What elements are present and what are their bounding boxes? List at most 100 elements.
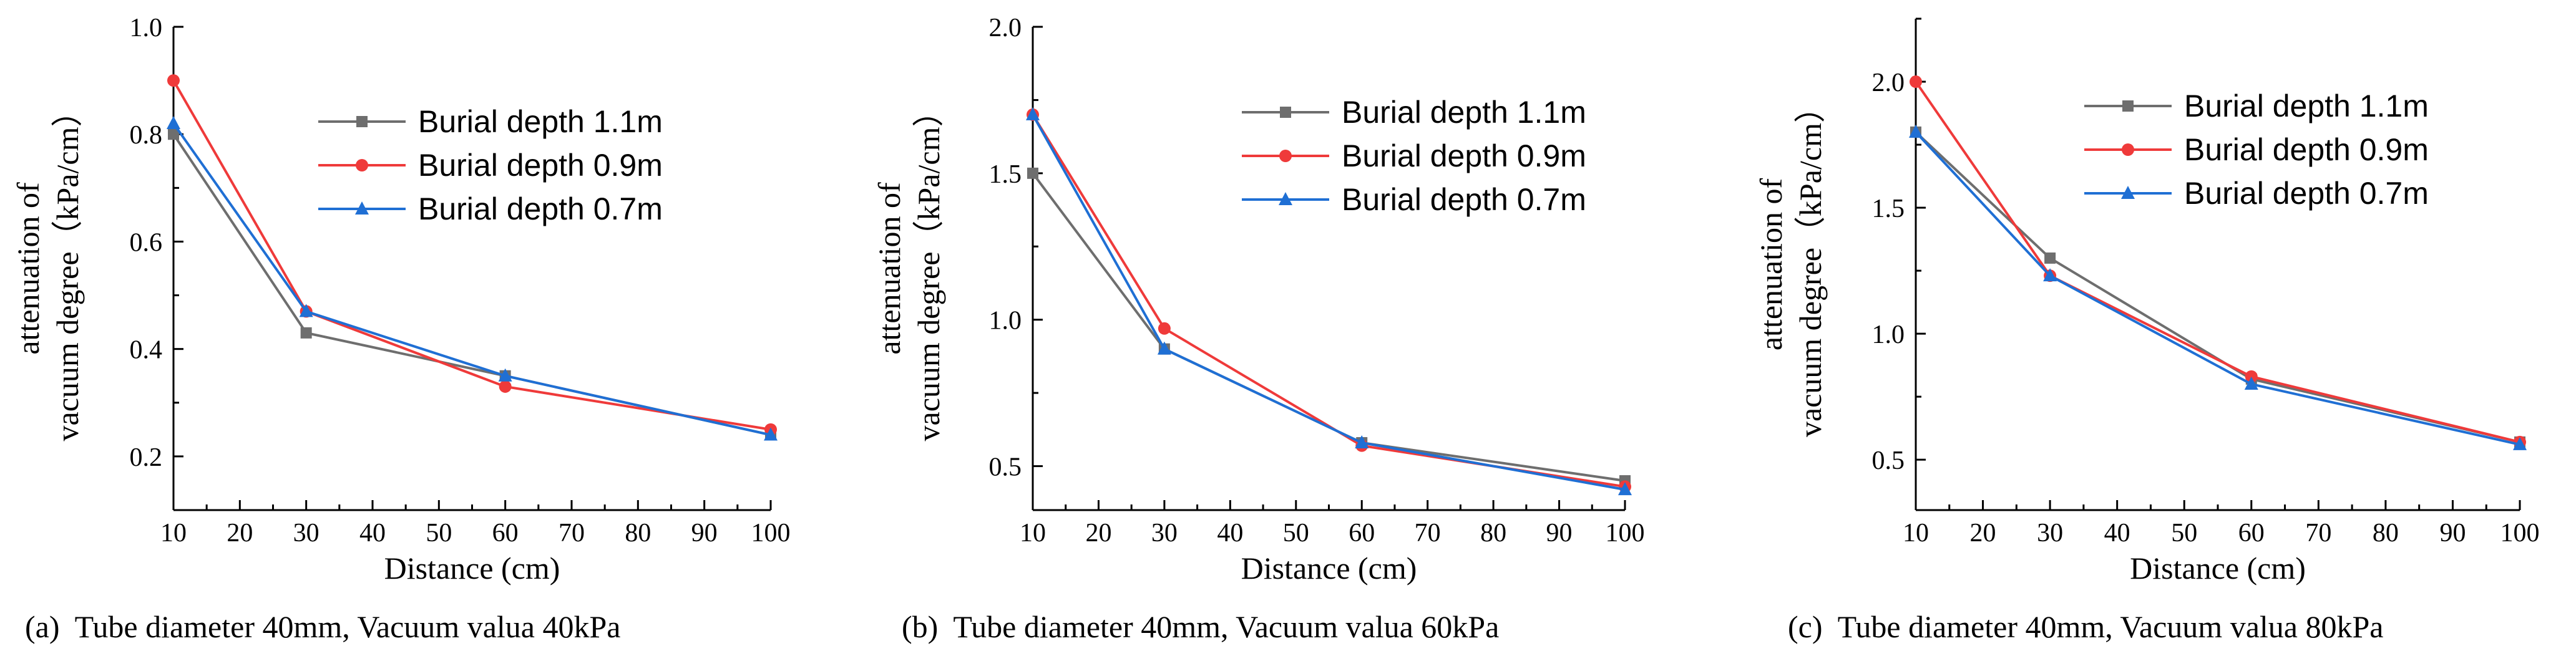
series-line	[1032, 172, 1626, 483]
y-axis-title-line2: vacuum degree（kPa/cm）	[50, 96, 85, 441]
y-tick-label: 2.0	[1872, 69, 1905, 97]
x-tick-label: 100	[751, 519, 791, 547]
data-point	[1909, 124, 1923, 138]
chart-panel-c: 10 20 30 40 50 60 70 80 90 100 0.5 1.0 1.5 2.0 Distanc…	[1754, 17, 2540, 644]
y-tick-label: 2.0	[989, 14, 1022, 42]
x-axis-title: Distance (cm)	[384, 551, 560, 586]
data-point	[1026, 107, 1040, 120]
legend-marker	[2122, 100, 2134, 112]
data-point	[764, 427, 778, 441]
legend-marker	[1279, 192, 1292, 205]
y-tick-label: 1.0	[989, 307, 1022, 335]
x-tick-label: 100	[1606, 519, 1645, 547]
x-tick-label: 20	[1970, 519, 1996, 547]
data-point	[2245, 370, 2258, 383]
legend-label: Burial depth 0.9m	[1342, 138, 1586, 173]
y-tick-label: 1.0	[1872, 321, 1905, 349]
y-tick-label: 1.5	[1872, 195, 1905, 223]
legend-label: Burial depth 0.7m	[1342, 182, 1586, 217]
x-tick-label: 50	[426, 519, 452, 547]
x-tick-label: 20	[1085, 519, 1111, 547]
x-tick-label: 60	[2238, 519, 2265, 547]
x-tick-label: 30	[2037, 519, 2063, 547]
x-tick-label: 70	[559, 519, 585, 547]
x-tick-label: 100	[2500, 519, 2540, 547]
y-axis-title-line1: attenuation of	[11, 182, 46, 355]
x-tick-label: 60	[492, 519, 519, 547]
data-point	[167, 116, 180, 129]
y-tick-label: 0.5	[1872, 446, 1905, 475]
chart-panel-a: 10 20 30 40 50 60 70 80 90 100 0.2 0.4 0.6 0.8 1.0 Dist…	[11, 14, 791, 644]
legend-label: Burial depth 0.7m	[418, 191, 663, 226]
x-tick-label: 40	[2104, 519, 2130, 547]
y-tick-label: 0.4	[130, 336, 163, 365]
data-point	[299, 304, 313, 317]
y-axis-title-line2: vacuum degree（kPa/cm）	[1793, 92, 1828, 437]
data-point	[300, 327, 312, 339]
x-tick-label: 60	[1349, 519, 1375, 547]
y-tick-label: 1.5	[989, 160, 1022, 189]
x-tick-label: 20	[227, 519, 253, 547]
data-point	[2244, 376, 2258, 390]
data-point	[1355, 435, 1369, 448]
x-axis-title: Distance (cm)	[2130, 551, 2306, 586]
y-axis-title-line2: vacuum degree（kPa/cm）	[911, 96, 946, 441]
x-tick-label: 30	[293, 519, 320, 547]
legend-marker	[1280, 107, 1291, 118]
x-tick-label: 80	[625, 519, 651, 547]
y-axis-title-line1: attenuation of	[872, 182, 907, 355]
legend-label: Burial depth 0.9m	[2184, 132, 2429, 167]
data-point	[1910, 75, 1922, 89]
data-point	[2043, 268, 2057, 282]
x-tick-label: 70	[2305, 519, 2331, 547]
data-point	[1027, 167, 1038, 179]
x-tick-label: 30	[1151, 519, 1178, 547]
x-tick-label: 40	[1217, 519, 1243, 547]
chart-panel-b: 10 20 30 40 50 60 70 80 90 100 0.5 1.0 1.5 2.0 Distanc…	[872, 14, 1645, 644]
figure-caption: (a) Tube diameter 40mm, Vacuum valua 40k…	[25, 609, 620, 644]
series-line	[172, 122, 771, 437]
data-point	[168, 128, 179, 140]
data-point	[1157, 341, 1171, 355]
legend-marker	[1279, 150, 1292, 162]
legend-label: Burial depth 0.7m	[2184, 176, 2429, 211]
legend-label: Burial depth 0.9m	[418, 148, 663, 183]
legend-marker	[356, 116, 368, 127]
x-tick-label: 90	[1546, 519, 1573, 547]
x-tick-label: 40	[359, 519, 386, 547]
x-tick-label: 10	[160, 519, 187, 547]
data-point	[167, 74, 180, 87]
series-line	[1915, 131, 2520, 446]
data-point	[1618, 482, 1632, 496]
legend-marker	[2122, 143, 2134, 156]
x-tick-label: 10	[1020, 519, 1046, 547]
figure-caption: (b) Tube diameter 40mm, Vacuum valua 60k…	[902, 609, 1499, 644]
y-tick-label: 0.2	[130, 443, 163, 472]
x-tick-label: 50	[2171, 519, 2197, 547]
y-tick-label: 0.8	[130, 121, 163, 150]
x-tick-label: 80	[2373, 519, 2399, 547]
series-line	[1032, 113, 1626, 491]
y-tick-label: 1.0	[130, 14, 163, 42]
x-tick-label: 70	[1415, 519, 1441, 547]
legend-label: Burial depth 1.1m	[2184, 89, 2429, 123]
x-axis-title: Distance (cm)	[1241, 551, 1417, 586]
figure-caption: (c) Tube diameter 40mm, Vacuum valua 80k…	[1788, 609, 2383, 644]
x-tick-label: 90	[2439, 519, 2466, 547]
legend-label: Burial depth 1.1m	[418, 104, 663, 139]
legend-marker	[2121, 186, 2135, 199]
x-tick-label: 10	[1903, 519, 1929, 547]
data-point	[499, 380, 512, 393]
data-point	[2044, 252, 2056, 264]
x-tick-label: 80	[1480, 519, 1506, 547]
data-point	[498, 368, 512, 382]
x-tick-label: 90	[691, 519, 718, 547]
y-tick-label: 0.6	[130, 228, 163, 257]
series-line	[172, 80, 771, 431]
series-line	[1915, 80, 2520, 443]
x-tick-label: 50	[1283, 519, 1309, 547]
data-point	[2513, 437, 2527, 450]
legend-marker	[356, 159, 368, 171]
y-axis-title-line1: attenuation of	[1754, 178, 1788, 351]
data-point	[1158, 322, 1171, 335]
